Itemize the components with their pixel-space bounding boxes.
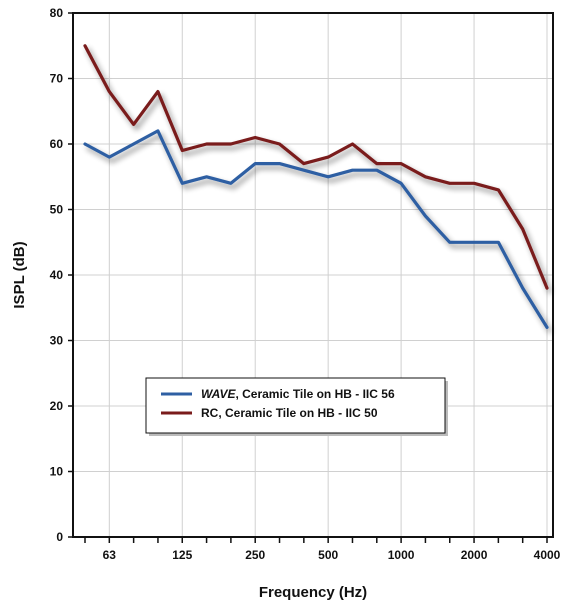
- legend-box: [145, 377, 446, 434]
- series-line: [83, 129, 549, 329]
- y-tick-label: 70: [50, 72, 64, 86]
- legend: WAVE, Ceramic Tile on HB - IIC 56 RC, Cer…: [145, 377, 448, 436]
- x-tick-label: 4000: [534, 548, 561, 562]
- x-axis-title: Frequency (Hz): [259, 584, 367, 601]
- series-lines: [83, 44, 549, 329]
- x-tick-label: 250: [245, 548, 265, 562]
- y-tick-label: 60: [50, 137, 64, 151]
- y-tick-label: 10: [50, 465, 64, 479]
- series-line: [83, 44, 549, 290]
- x-axis-ticks: 63 125 250 500 1000 2000 4000: [84, 537, 561, 562]
- y-tick-label: 20: [50, 399, 64, 413]
- x-tick-label: 2000: [461, 548, 488, 562]
- legend-entry: WAVE, Ceramic Tile on HB - IIC 56: [201, 387, 395, 401]
- y-axis-title: ISPL (dB): [11, 241, 28, 308]
- grid: [73, 12, 553, 538]
- y-tick-label: 30: [50, 334, 64, 348]
- y-tick-label: 40: [50, 268, 64, 282]
- x-tick-label: 63: [103, 548, 117, 562]
- x-tick-label: 125: [172, 548, 192, 562]
- y-tick-label: 50: [50, 203, 64, 217]
- y-axis-ticks: 0 10 20 30 40 50 60 70 80: [50, 6, 73, 544]
- x-tick-label: 500: [318, 548, 338, 562]
- y-tick-label: 80: [50, 6, 64, 20]
- y-tick-label: 0: [56, 530, 63, 544]
- legend-entry: RC, Ceramic Tile on HB - IIC 50: [201, 406, 378, 420]
- x-tick-label: 1000: [388, 548, 415, 562]
